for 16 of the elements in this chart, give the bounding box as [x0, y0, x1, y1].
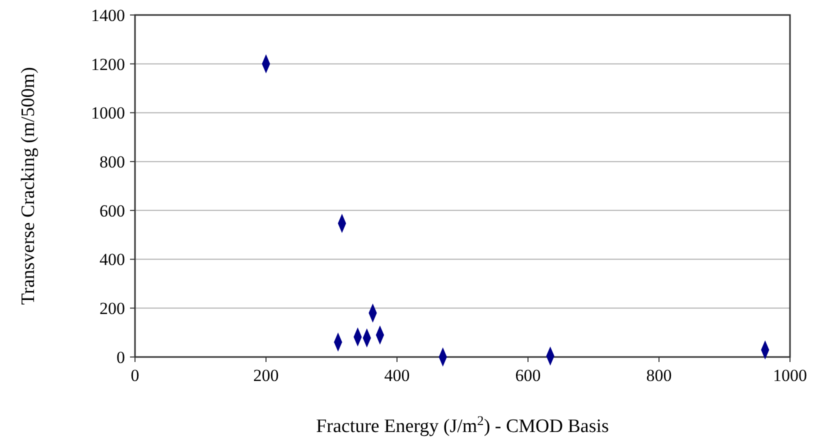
- x-tick-label: 800: [646, 366, 672, 385]
- y-tick-label: 1000: [91, 104, 125, 123]
- x-tick-label: 0: [130, 366, 140, 385]
- y-tick-label: 600: [100, 201, 125, 220]
- y-tick-label: 1400: [91, 6, 125, 25]
- y-tick-label: 0: [116, 348, 125, 367]
- y-tick-label: 800: [100, 152, 125, 172]
- x-tick-label: 200: [253, 366, 279, 385]
- x-tick-label: 400: [384, 366, 410, 385]
- x-axis-title: Fracture Energy (J/m$^{2}$) - CMOD Basis: [316, 412, 609, 437]
- y-tick-label: 1200: [91, 54, 125, 74]
- y-tick-label: 200: [100, 299, 125, 318]
- x-tick-label: 1000: [773, 366, 807, 385]
- y-axis-title: Transverse Cracking (m/500m): [18, 67, 39, 305]
- x-tick-label: 600: [515, 366, 541, 385]
- y-tick-label: 400: [100, 250, 125, 270]
